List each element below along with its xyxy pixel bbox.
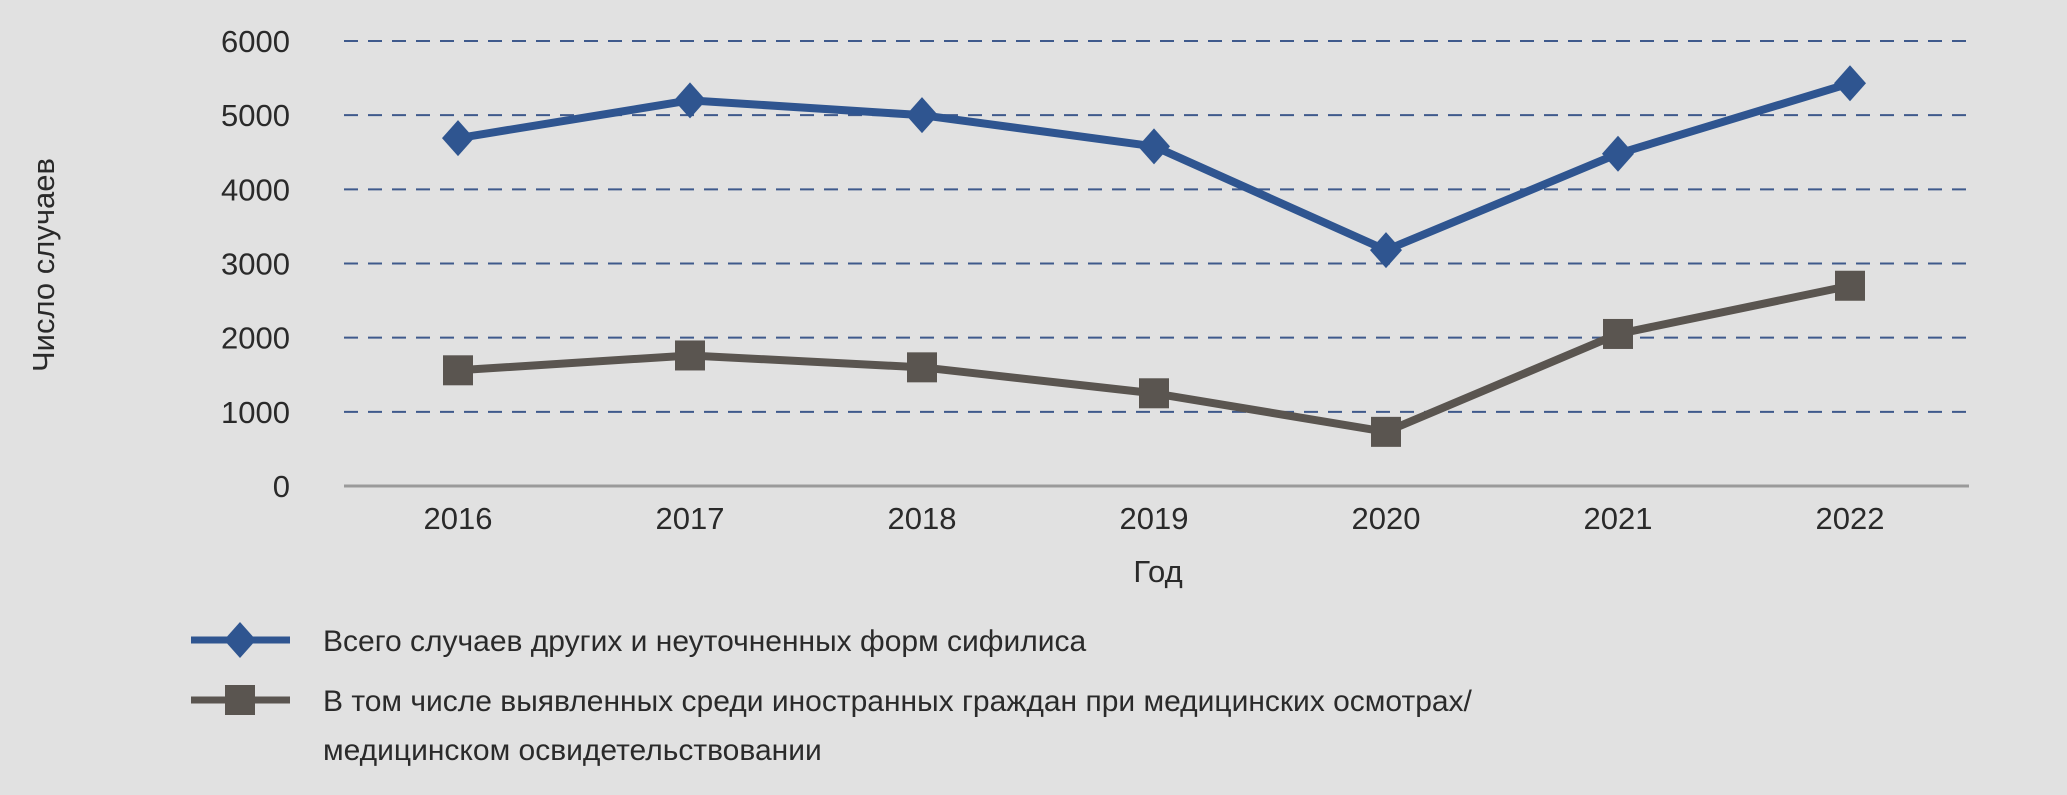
- x-tick-label: 2022: [1816, 501, 1885, 536]
- data-point-diamond: [674, 82, 706, 119]
- data-point-square: [1371, 416, 1401, 447]
- legend-item-total: Всего случаев других и неуточненных форм…: [191, 622, 1086, 658]
- x-axis-label: Год: [1133, 554, 1182, 589]
- data-point-square: [443, 355, 473, 386]
- data-point-square: [675, 340, 705, 371]
- data-point-diamond: [906, 97, 938, 134]
- x-tick-label: 2019: [1120, 501, 1189, 536]
- y-axis-label: Число случаев: [26, 158, 61, 372]
- series-line: [457, 79, 1852, 255]
- x-tick-label: 2017: [656, 501, 725, 536]
- legend-square-marker: [225, 685, 255, 715]
- legend-label-foreign-line2: медицинском освидетельствовании: [323, 734, 822, 767]
- data-point-square: [1603, 318, 1633, 349]
- y-tick-label: 6000: [221, 24, 290, 59]
- legend: Всего случаев других и неуточненных форм…: [191, 622, 1473, 767]
- data-point-diamond: [1138, 128, 1170, 165]
- series-total: [442, 65, 1866, 269]
- series-foreign: [443, 270, 1865, 447]
- y-tick-label: 5000: [221, 98, 290, 133]
- legend-item-foreign: В том числе выявленных среди иностранных…: [191, 685, 1473, 767]
- legend-diamond-marker: [224, 622, 256, 658]
- data-point-square: [1139, 378, 1169, 409]
- x-tick-label: 2016: [424, 501, 493, 536]
- legend-label-foreign-line1: В том числе выявленных среди иностранных…: [323, 685, 1473, 718]
- x-tick-label: 2021: [1584, 501, 1653, 536]
- series-line: [457, 281, 1851, 436]
- data-point-diamond: [442, 120, 474, 157]
- data-point-square: [1835, 270, 1865, 301]
- data-point-square: [907, 352, 937, 383]
- x-tick-label: 2018: [888, 501, 957, 536]
- data-point-diamond: [1602, 135, 1634, 172]
- y-tick-label: 1000: [221, 395, 290, 430]
- y-tick-label: 2000: [221, 321, 290, 356]
- y-tick-label: 4000: [221, 172, 290, 207]
- y-tick-label: 0: [273, 469, 290, 504]
- data-point-diamond: [1834, 65, 1866, 102]
- x-tick-label: 2020: [1352, 501, 1421, 536]
- y-tick-label: 3000: [221, 247, 290, 282]
- legend-label-total: Всего случаев других и неуточненных форм…: [323, 625, 1086, 658]
- data-point-diamond: [1370, 232, 1402, 269]
